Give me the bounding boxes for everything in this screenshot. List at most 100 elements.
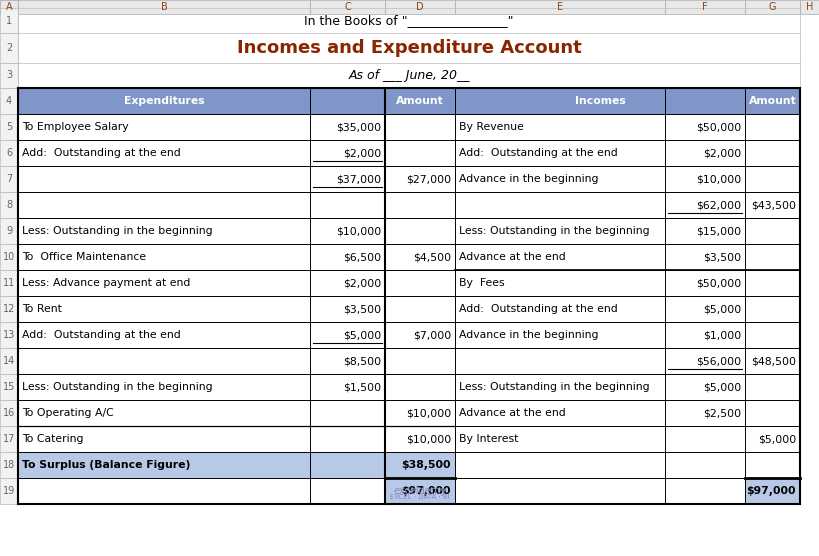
Text: $8,500: $8,500	[342, 356, 381, 366]
Text: $10,000: $10,000	[405, 408, 450, 418]
Text: To Catering: To Catering	[22, 434, 84, 444]
Text: $38,500: $38,500	[401, 460, 450, 470]
Text: $10,000: $10,000	[335, 226, 381, 236]
Text: $2,500: $2,500	[702, 408, 740, 418]
Text: E: E	[556, 2, 563, 12]
Text: G: G	[768, 2, 776, 12]
Text: 14: 14	[3, 356, 15, 366]
Text: $6,500: $6,500	[342, 252, 381, 262]
Bar	[0, 374, 18, 400]
Text: In the Books of "________________": In the Books of "________________"	[304, 14, 514, 27]
Bar	[664, 0, 744, 14]
Text: Less: Outstanding in the beginning: Less: Outstanding in the beginning	[459, 382, 649, 392]
Text: By  Fees: By Fees	[459, 278, 504, 288]
Bar	[385, 478, 455, 504]
Text: $56,000: $56,000	[695, 356, 740, 366]
Text: D: D	[416, 2, 423, 12]
Text: 18: 18	[3, 460, 15, 470]
Text: To Operating A/C: To Operating A/C	[22, 408, 114, 418]
Text: Amount: Amount	[396, 96, 443, 106]
Bar	[0, 218, 18, 244]
Text: $50,000: $50,000	[695, 278, 740, 288]
Text: $3,500: $3,500	[702, 252, 740, 262]
Bar	[0, 270, 18, 296]
Text: 5: 5	[6, 122, 12, 132]
Text: $97,000: $97,000	[745, 486, 795, 496]
Text: EXCEL · DATA · BI: EXCEL · DATA · BI	[390, 494, 450, 500]
Text: Incomes: Incomes	[574, 96, 625, 106]
Text: $62,000: $62,000	[695, 200, 740, 210]
Text: Expenditures: Expenditures	[124, 96, 204, 106]
Text: 11: 11	[3, 278, 15, 288]
Bar	[0, 0, 18, 14]
Text: By Interest: By Interest	[459, 434, 518, 444]
Text: $48,500: $48,500	[750, 356, 795, 366]
Text: $2,000: $2,000	[342, 148, 381, 158]
Bar	[0, 114, 18, 140]
Text: $1,500: $1,500	[342, 382, 381, 392]
Text: Incomes and Expenditure Account: Incomes and Expenditure Account	[237, 39, 581, 57]
Text: $1,000: $1,000	[702, 330, 740, 340]
Text: $3,500: $3,500	[342, 304, 381, 314]
Bar	[799, 0, 819, 14]
Bar	[0, 192, 18, 218]
Bar	[0, 322, 18, 348]
Bar	[0, 63, 18, 88]
Bar	[0, 452, 18, 478]
Text: Advance at the end: Advance at the end	[459, 252, 565, 262]
Text: 9: 9	[6, 226, 12, 236]
Text: 4: 4	[6, 96, 12, 106]
Text: $35,000: $35,000	[336, 122, 381, 132]
Text: 8: 8	[6, 200, 12, 210]
Text: F: F	[701, 2, 707, 12]
Text: Less: Outstanding in the beginning: Less: Outstanding in the beginning	[22, 382, 212, 392]
Bar	[0, 426, 18, 452]
Text: C: C	[344, 2, 351, 12]
Text: Add:  Outstanding at the end: Add: Outstanding at the end	[22, 330, 180, 340]
Text: To Employee Salary: To Employee Salary	[22, 122, 129, 132]
Text: $5,000: $5,000	[702, 382, 740, 392]
Bar	[0, 8, 18, 33]
Bar	[385, 0, 455, 14]
Text: 7: 7	[6, 174, 12, 184]
Text: 1: 1	[6, 16, 12, 26]
Text: 16: 16	[3, 408, 15, 418]
Bar	[0, 33, 18, 63]
Text: Less: Outstanding in the beginning: Less: Outstanding in the beginning	[22, 226, 212, 236]
Bar	[18, 452, 385, 478]
Text: Add:  Outstanding at the end: Add: Outstanding at the end	[459, 148, 617, 158]
Text: 6: 6	[6, 148, 12, 158]
Text: $37,000: $37,000	[336, 174, 381, 184]
Text: 15: 15	[2, 382, 16, 392]
Text: Add:  Outstanding at the end: Add: Outstanding at the end	[22, 148, 180, 158]
Bar	[0, 166, 18, 192]
Text: $50,000: $50,000	[695, 122, 740, 132]
Text: 2: 2	[6, 43, 12, 53]
Bar	[0, 140, 18, 166]
Bar	[0, 400, 18, 426]
Text: H: H	[805, 2, 812, 12]
Text: Advance in the beginning: Advance in the beginning	[459, 174, 598, 184]
Bar	[0, 244, 18, 270]
Text: $27,000: $27,000	[405, 174, 450, 184]
Text: $5,000: $5,000	[342, 330, 381, 340]
Bar	[0, 296, 18, 322]
Text: To Surplus (Balance Figure): To Surplus (Balance Figure)	[22, 460, 190, 470]
Bar	[0, 88, 18, 114]
Text: $4,500: $4,500	[413, 252, 450, 262]
Bar	[18, 0, 310, 14]
Bar	[310, 0, 385, 14]
Text: 3: 3	[6, 71, 12, 81]
Bar	[0, 0, 18, 14]
Text: Amount: Amount	[748, 96, 795, 106]
Text: 13: 13	[3, 330, 15, 340]
Text: A: A	[6, 2, 12, 12]
Text: To  Office Maintenance: To Office Maintenance	[22, 252, 146, 262]
Text: 17: 17	[2, 434, 16, 444]
Bar	[18, 88, 799, 114]
Text: 12: 12	[2, 304, 16, 314]
Text: $2,000: $2,000	[702, 148, 740, 158]
Text: $7,000: $7,000	[412, 330, 450, 340]
Text: 19: 19	[3, 486, 15, 496]
Bar	[455, 0, 664, 14]
